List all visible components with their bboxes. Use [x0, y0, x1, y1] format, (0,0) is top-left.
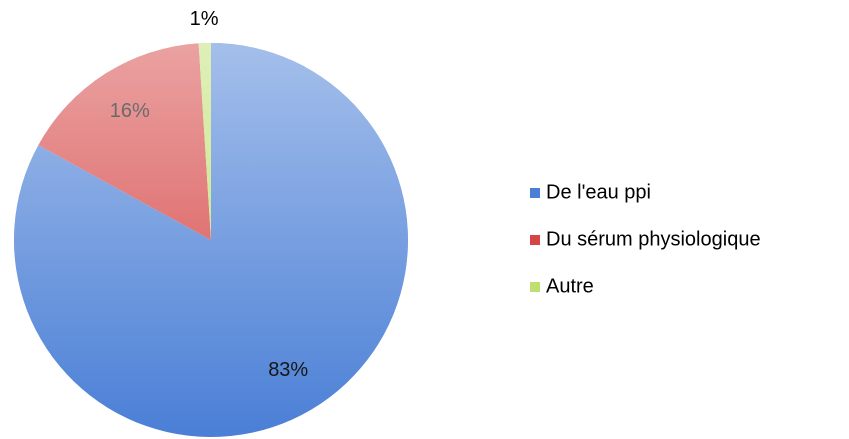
- data-label: 83%: [268, 359, 308, 381]
- legend-swatch: [530, 235, 540, 245]
- legend-swatch: [530, 188, 540, 198]
- legend-label: Du sérum physiologique: [546, 228, 761, 250]
- legend-swatch: [530, 282, 540, 292]
- data-label: 1%: [190, 8, 219, 30]
- legend-label: De l'eau ppi: [546, 181, 651, 203]
- data-label: 16%: [110, 100, 150, 122]
- legend-label: Autre: [546, 275, 594, 297]
